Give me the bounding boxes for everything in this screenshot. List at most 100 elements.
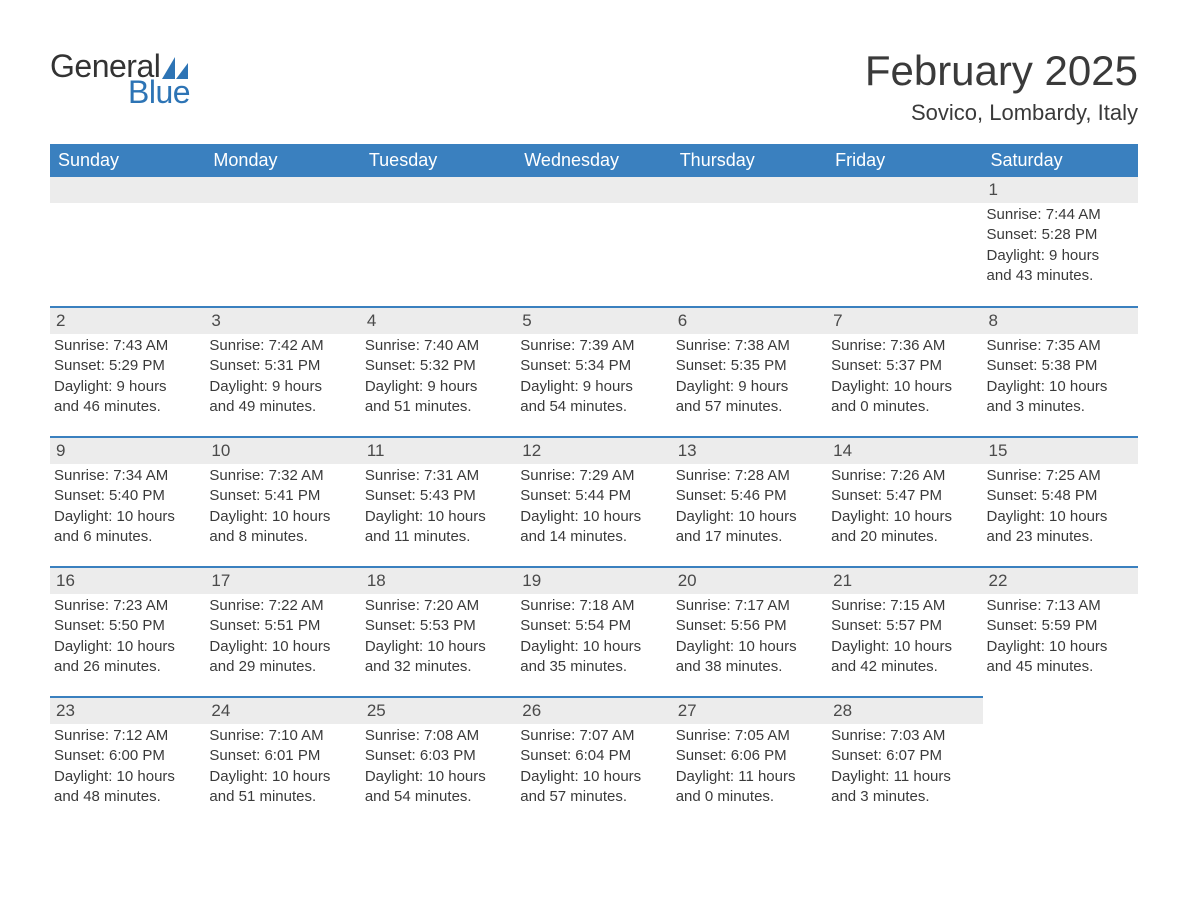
sunset-text: Sunset: 5:46 PM [676,486,823,506]
daylight2-text: and 17 minutes. [676,527,823,547]
daylight2-text: and 51 minutes. [365,397,512,417]
day-details: Sunrise: 7:38 AMSunset: 5:35 PMDaylight:… [672,334,827,423]
sunrise-text: Sunrise: 7:18 AM [520,596,667,616]
sunset-text: Sunset: 5:53 PM [365,616,512,636]
sunset-text: Sunset: 6:03 PM [365,746,512,766]
day-number-bar [50,177,205,203]
sunrise-text: Sunrise: 7:35 AM [987,336,1134,356]
daylight2-text: and 23 minutes. [987,527,1134,547]
sunset-text: Sunset: 5:34 PM [520,356,667,376]
day-number: 1 [983,177,1138,203]
daylight2-text: and 54 minutes. [520,397,667,417]
sunset-text: Sunset: 5:54 PM [520,616,667,636]
daylight2-text: and 46 minutes. [54,397,201,417]
sunrise-text: Sunrise: 7:08 AM [365,726,512,746]
sunset-text: Sunset: 6:04 PM [520,746,667,766]
day-details: Sunrise: 7:08 AMSunset: 6:03 PMDaylight:… [361,724,516,813]
brand-word-blue: Blue [128,76,190,108]
week-row: 2Sunrise: 7:43 AMSunset: 5:29 PMDaylight… [50,307,1138,437]
daylight1-text: Daylight: 10 hours [365,507,512,527]
day-number: 3 [205,308,360,334]
daylight1-text: Daylight: 11 hours [831,767,978,787]
daylight2-text: and 45 minutes. [987,657,1134,677]
sunrise-text: Sunrise: 7:32 AM [209,466,356,486]
day-details: Sunrise: 7:13 AMSunset: 5:59 PMDaylight:… [983,594,1138,683]
sunset-text: Sunset: 6:07 PM [831,746,978,766]
day-cell [672,177,827,307]
daylight2-text: and 51 minutes. [209,787,356,807]
sunrise-text: Sunrise: 7:10 AM [209,726,356,746]
day-number: 8 [983,308,1138,334]
daylight2-text: and 26 minutes. [54,657,201,677]
sunrise-text: Sunrise: 7:29 AM [520,466,667,486]
daylight2-text: and 57 minutes. [676,397,823,417]
daylight1-text: Daylight: 9 hours [987,246,1134,266]
sunset-text: Sunset: 5:48 PM [987,486,1134,506]
daylight2-text: and 14 minutes. [520,527,667,547]
brand-logo-row1: General [50,50,190,82]
day-number: 10 [205,438,360,464]
daylight2-text: and 20 minutes. [831,527,978,547]
sunrise-text: Sunrise: 7:07 AM [520,726,667,746]
sunrise-text: Sunrise: 7:25 AM [987,466,1134,486]
daylight2-text: and 29 minutes. [209,657,356,677]
day-cell: 7Sunrise: 7:36 AMSunset: 5:37 PMDaylight… [827,307,982,437]
sunset-text: Sunset: 5:50 PM [54,616,201,636]
daylight1-text: Daylight: 10 hours [831,377,978,397]
daylight1-text: Daylight: 10 hours [54,767,201,787]
day-number: 19 [516,568,671,594]
day-number: 20 [672,568,827,594]
daylight1-text: Daylight: 10 hours [365,637,512,657]
day-cell: 19Sunrise: 7:18 AMSunset: 5:54 PMDayligh… [516,567,671,697]
day-number: 17 [205,568,360,594]
week-row: 23Sunrise: 7:12 AMSunset: 6:00 PMDayligh… [50,697,1138,827]
day-cell: 20Sunrise: 7:17 AMSunset: 5:56 PMDayligh… [672,567,827,697]
day-cell: 17Sunrise: 7:22 AMSunset: 5:51 PMDayligh… [205,567,360,697]
daylight2-text: and 48 minutes. [54,787,201,807]
day-header: Saturday [983,144,1138,177]
day-number: 25 [361,698,516,724]
day-number: 12 [516,438,671,464]
sunset-text: Sunset: 5:35 PM [676,356,823,376]
sunrise-text: Sunrise: 7:03 AM [831,726,978,746]
day-number: 14 [827,438,982,464]
day-header: Wednesday [516,144,671,177]
day-cell: 1Sunrise: 7:44 AMSunset: 5:28 PMDaylight… [983,177,1138,307]
daylight2-text: and 43 minutes. [987,266,1134,286]
sunrise-text: Sunrise: 7:38 AM [676,336,823,356]
week-row: 16Sunrise: 7:23 AMSunset: 5:50 PMDayligh… [50,567,1138,697]
daylight1-text: Daylight: 10 hours [520,507,667,527]
daylight1-text: Daylight: 10 hours [209,507,356,527]
day-header: Thursday [672,144,827,177]
day-details: Sunrise: 7:05 AMSunset: 6:06 PMDaylight:… [672,724,827,813]
day-cell: 10Sunrise: 7:32 AMSunset: 5:41 PMDayligh… [205,437,360,567]
day-details: Sunrise: 7:20 AMSunset: 5:53 PMDaylight:… [361,594,516,683]
daylight2-text: and 8 minutes. [209,527,356,547]
day-cell: 9Sunrise: 7:34 AMSunset: 5:40 PMDaylight… [50,437,205,567]
sunrise-text: Sunrise: 7:40 AM [365,336,512,356]
day-details: Sunrise: 7:35 AMSunset: 5:38 PMDaylight:… [983,334,1138,423]
daylight1-text: Daylight: 9 hours [676,377,823,397]
sunset-text: Sunset: 6:01 PM [209,746,356,766]
day-header-row: SundayMondayTuesdayWednesdayThursdayFrid… [50,144,1138,177]
day-number: 22 [983,568,1138,594]
daylight1-text: Daylight: 10 hours [54,637,201,657]
sunset-text: Sunset: 6:06 PM [676,746,823,766]
daylight1-text: Daylight: 11 hours [676,767,823,787]
daylight2-text: and 0 minutes. [676,787,823,807]
sunset-text: Sunset: 5:28 PM [987,225,1134,245]
day-number: 28 [827,698,982,724]
day-cell [205,177,360,307]
daylight1-text: Daylight: 10 hours [987,377,1134,397]
daylight1-text: Daylight: 9 hours [209,377,356,397]
day-cell: 11Sunrise: 7:31 AMSunset: 5:43 PMDayligh… [361,437,516,567]
daylight2-text: and 38 minutes. [676,657,823,677]
day-number: 16 [50,568,205,594]
day-number: 6 [672,308,827,334]
daylight1-text: Daylight: 9 hours [365,377,512,397]
day-cell: 8Sunrise: 7:35 AMSunset: 5:38 PMDaylight… [983,307,1138,437]
day-cell: 15Sunrise: 7:25 AMSunset: 5:48 PMDayligh… [983,437,1138,567]
daylight1-text: Daylight: 10 hours [209,767,356,787]
sunrise-text: Sunrise: 7:17 AM [676,596,823,616]
day-details: Sunrise: 7:17 AMSunset: 5:56 PMDaylight:… [672,594,827,683]
